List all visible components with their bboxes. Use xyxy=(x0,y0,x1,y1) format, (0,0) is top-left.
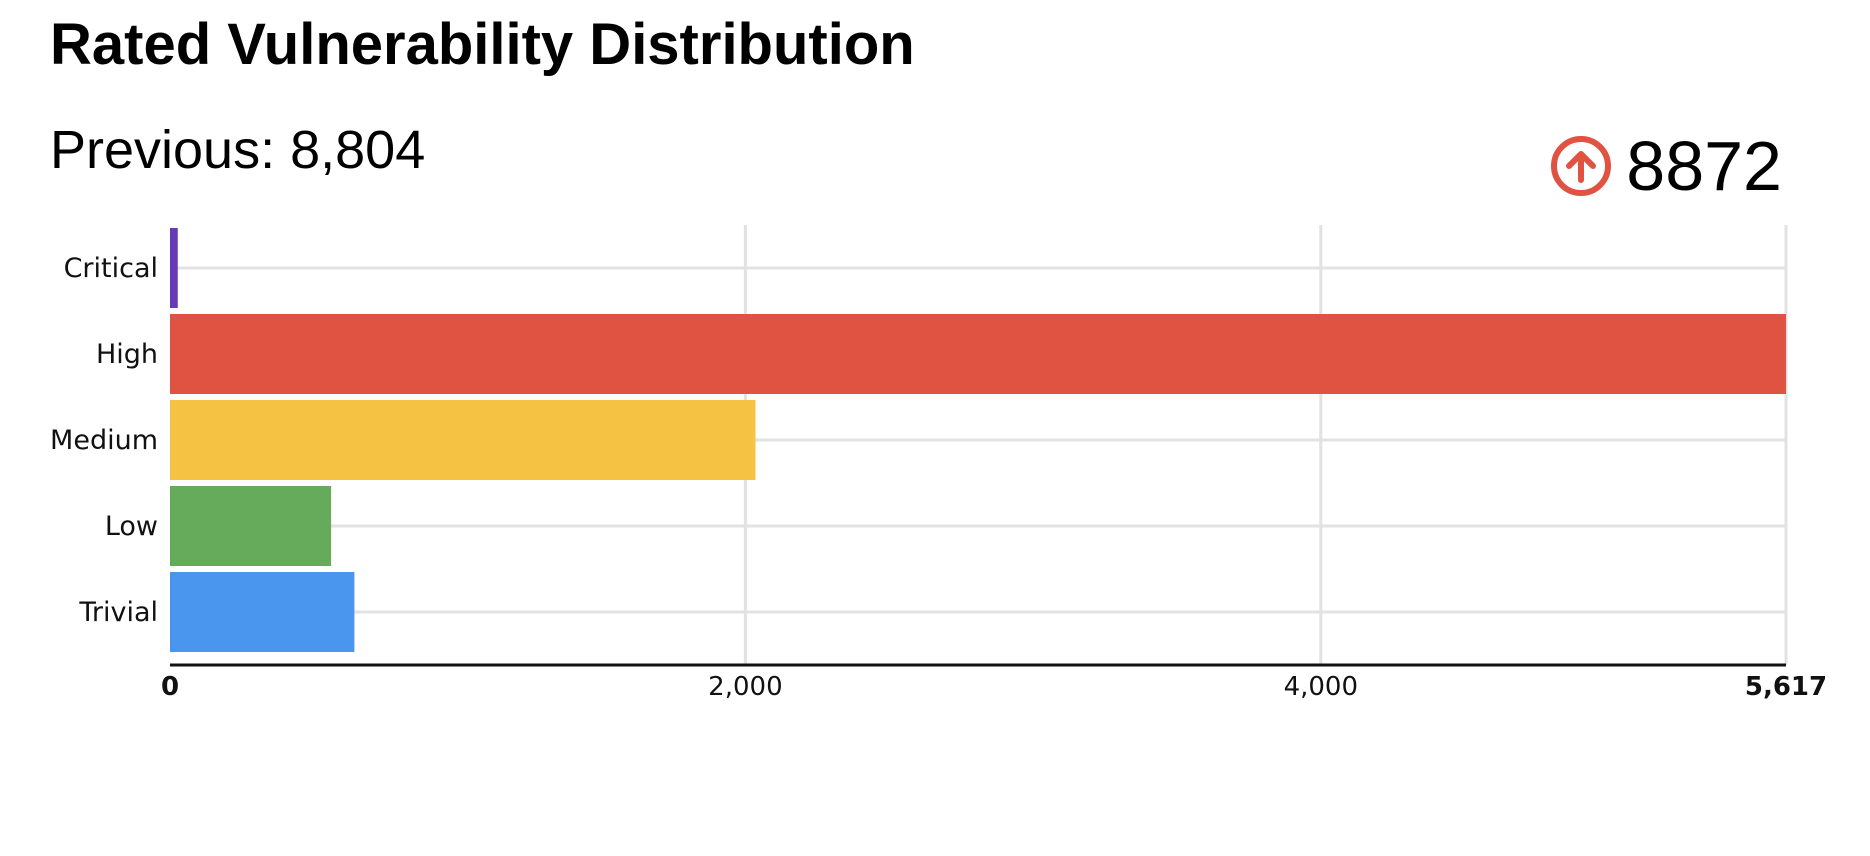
category-label: Low xyxy=(105,511,158,542)
category-label: High xyxy=(96,339,158,370)
bar-high xyxy=(170,314,1786,394)
bar-low xyxy=(170,486,332,566)
chart-title: Rated Vulnerability Distribution xyxy=(50,12,915,77)
x-tick-label: 0 xyxy=(161,672,179,702)
current-value-group: 8872 xyxy=(1550,130,1782,202)
bar-critical xyxy=(170,228,178,308)
x-tick-label: 2,000 xyxy=(708,672,782,702)
category-label: Trivial xyxy=(78,597,158,628)
category-label: Medium xyxy=(50,425,158,456)
bar-trivial xyxy=(170,572,355,652)
bar-medium xyxy=(170,400,756,480)
x-tick-label: 4,000 xyxy=(1284,672,1358,702)
previous-value: Previous: 8,804 xyxy=(50,120,426,180)
current-value: 8872 xyxy=(1626,127,1782,205)
category-label: Critical xyxy=(64,253,158,284)
arrow-up-circle-icon xyxy=(1551,136,1612,196)
x-tick-label: 5,617 xyxy=(1745,672,1827,702)
